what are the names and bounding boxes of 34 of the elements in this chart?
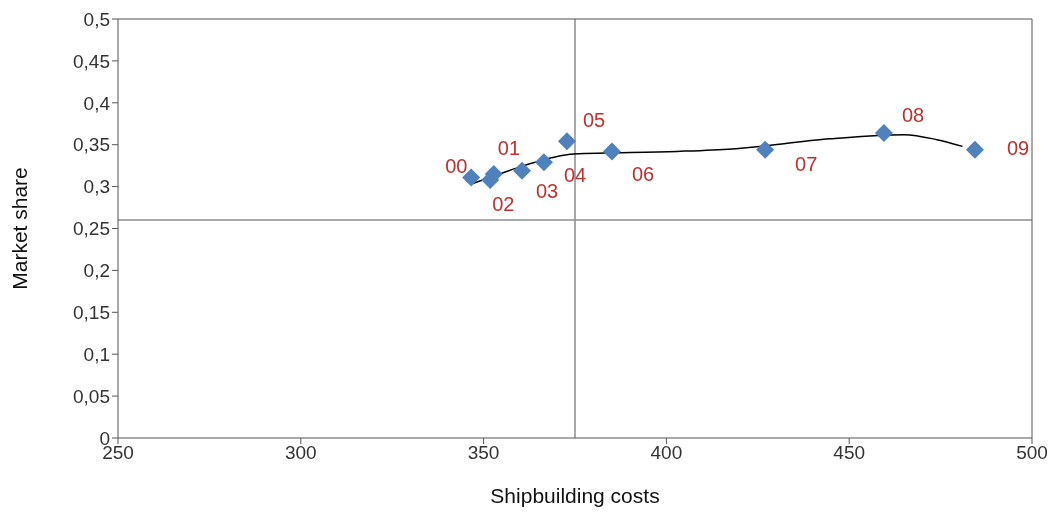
- y-tick-label: 0,5: [83, 8, 110, 30]
- annotation: 06: [631, 162, 655, 185]
- annotation: 05: [582, 108, 606, 131]
- y-tick-label: 0,15: [73, 302, 110, 324]
- point: [965, 140, 984, 159]
- y-tick-label: 0,4: [83, 92, 111, 114]
- y-tick-label: 0,3: [83, 176, 110, 198]
- y-tick-label: 0,2: [83, 260, 110, 282]
- point: [602, 142, 621, 161]
- y-tick-label: 0,25: [73, 218, 110, 240]
- y-tick-label: 0,35: [73, 134, 110, 156]
- annotation: 00: [445, 154, 468, 177]
- x-tick-label: 350: [467, 442, 500, 464]
- x-axis-title: Shipbuilding costs: [490, 484, 660, 507]
- point: [874, 123, 893, 142]
- annotation: 03: [535, 179, 559, 202]
- point: [512, 161, 531, 180]
- x-tick-label: 500: [1016, 442, 1048, 464]
- x-tick-label: 300: [284, 442, 317, 464]
- y-axis-title: Market share: [8, 167, 32, 290]
- point: [756, 140, 775, 159]
- annotation: 08: [901, 104, 925, 127]
- annotation: 01: [497, 137, 521, 160]
- annotation: 09: [1006, 137, 1030, 160]
- annotation: 02: [492, 193, 515, 216]
- x-tick-label: 400: [650, 442, 683, 464]
- y-tick-label: 0,45: [73, 50, 110, 72]
- x-tick-label: 450: [833, 442, 866, 464]
- annotation: 04: [563, 163, 587, 186]
- point: [534, 153, 553, 172]
- point: [557, 132, 576, 151]
- y-tick-label: 0,05: [73, 385, 110, 407]
- annotation: 07: [795, 153, 818, 176]
- y-tick-label: 0,1: [83, 343, 110, 365]
